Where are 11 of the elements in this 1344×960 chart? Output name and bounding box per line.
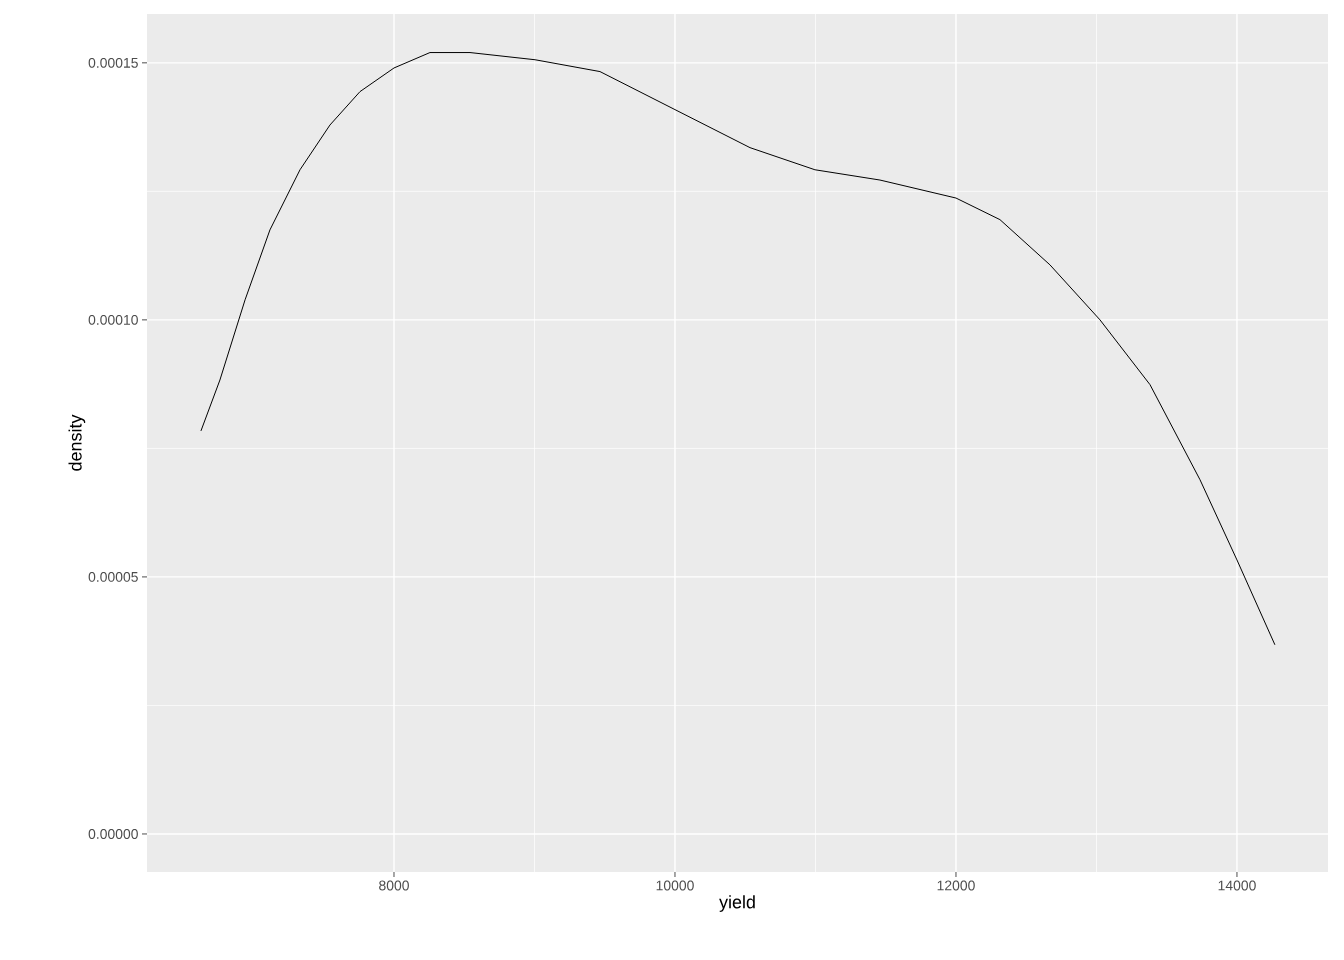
y-axis-title: density — [68, 414, 86, 471]
y-tick-label: 0.00015 — [88, 57, 138, 68]
y-tick-label: 0.00010 — [88, 314, 138, 325]
x-tick-label: 12000 — [937, 880, 975, 891]
x-tick-label: 8000 — [379, 880, 409, 891]
x-axis-title: yield — [719, 895, 755, 912]
y-tick-label: 0.00005 — [88, 571, 138, 582]
x-tick-label: 14000 — [1218, 880, 1256, 891]
line-series — [200, 52, 1276, 646]
x-tick-label: 10000 — [656, 880, 694, 891]
y-tick-label: 0.00000 — [88, 829, 138, 839]
